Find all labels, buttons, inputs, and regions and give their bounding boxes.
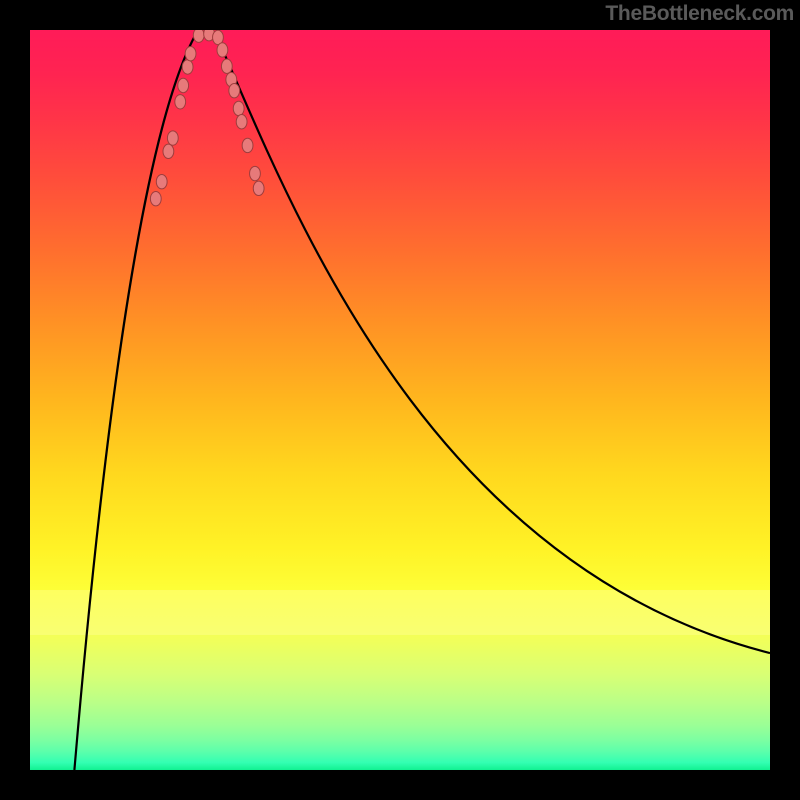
data-marker xyxy=(217,43,228,57)
data-marker xyxy=(233,101,244,115)
data-marker xyxy=(150,192,161,206)
data-marker xyxy=(221,59,232,73)
plot-area xyxy=(30,30,770,770)
data-marker xyxy=(182,60,193,74)
plot-svg xyxy=(30,30,770,770)
data-marker xyxy=(236,115,247,129)
data-marker xyxy=(193,30,204,42)
data-marker xyxy=(242,138,253,152)
plot-background xyxy=(30,30,770,770)
data-marker xyxy=(253,181,264,195)
data-marker xyxy=(229,83,240,97)
watermark-text: TheBottleneck.com xyxy=(605,2,794,26)
data-marker xyxy=(250,166,261,180)
data-marker xyxy=(178,78,189,92)
data-marker xyxy=(156,175,167,189)
data-marker xyxy=(167,131,178,145)
frame: TheBottleneck.com xyxy=(0,0,800,800)
data-marker xyxy=(175,95,186,109)
data-marker xyxy=(185,46,196,60)
data-marker xyxy=(163,144,174,158)
